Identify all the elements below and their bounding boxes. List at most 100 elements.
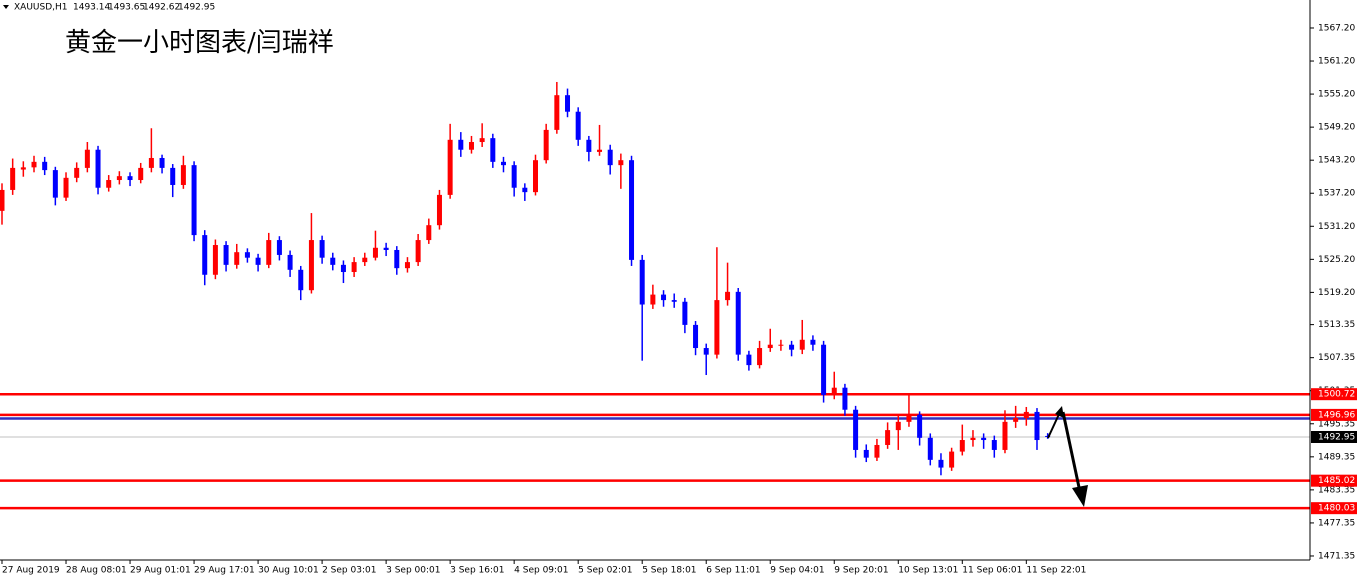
- candle-body: [159, 157, 165, 168]
- candle-body: [778, 344, 784, 346]
- candle-body: [52, 170, 58, 198]
- candle-body: [362, 257, 368, 263]
- x-tick-label: 27 Aug 2019: [2, 566, 60, 576]
- y-tick-label: 1471.35: [1318, 551, 1355, 561]
- candle-body: [1013, 417, 1019, 422]
- candle-body: [671, 300, 677, 302]
- candle-body: [127, 176, 133, 181]
- candle-body: [874, 444, 880, 458]
- y-tick-label: 1525.20: [1318, 255, 1355, 265]
- arrow-head: [1072, 485, 1088, 507]
- candle-body: [266, 240, 272, 265]
- candle-body: [74, 167, 80, 178]
- candle-body: [981, 437, 987, 441]
- candle-body: [1023, 411, 1029, 418]
- candle-body: [735, 291, 741, 355]
- candle-body: [885, 430, 891, 445]
- close: 1492.95: [178, 3, 215, 13]
- x-tick-label: 10 Sep 13:01: [898, 566, 958, 576]
- level-tag: [1311, 408, 1357, 421]
- open: 1493.14: [73, 3, 110, 13]
- level-tag: [1311, 388, 1357, 401]
- candle-body: [799, 339, 805, 350]
- candle-body: [703, 348, 709, 355]
- candle-body: [543, 129, 549, 161]
- menu-icon[interactable]: [3, 5, 9, 9]
- level-label: 1500.72: [1318, 390, 1355, 400]
- candle-body: [831, 387, 837, 395]
- level-tag: [1311, 502, 1357, 515]
- candle-body: [479, 138, 485, 143]
- candle-body: [458, 139, 464, 150]
- y-tick-label: 1495.35: [1318, 419, 1355, 429]
- candle-body: [575, 111, 581, 140]
- candle-body: [95, 149, 101, 188]
- candle-body: [138, 167, 144, 181]
- candle-body: [661, 294, 667, 301]
- x-tick-label: 5 Sep 02:01: [578, 566, 632, 576]
- candle-body: [959, 440, 965, 452]
- candle-body: [287, 254, 293, 270]
- annotations: [1047, 406, 1088, 507]
- x-tick-label: 3 Sep 00:01: [386, 566, 440, 576]
- candle-body: [372, 247, 378, 258]
- symbol: XAUUSD,H1: [14, 3, 68, 13]
- candle-body: [767, 344, 773, 349]
- candle-body: [810, 339, 816, 345]
- candle-body: [895, 421, 901, 431]
- candle-body: [255, 257, 261, 265]
- x-tick-label: 30 Aug 10:01: [258, 566, 319, 576]
- candle-body: [639, 259, 645, 305]
- arrow-down: [1061, 411, 1082, 493]
- price-label: 1492.95: [1318, 432, 1355, 442]
- candle-body: [607, 149, 613, 166]
- y-tick-label: 1531.20: [1318, 222, 1355, 232]
- candle-body: [714, 300, 720, 355]
- candle-body: [308, 240, 314, 291]
- candle-body: [682, 301, 688, 325]
- level-label: 1485.02: [1318, 476, 1355, 486]
- candle-body: [351, 262, 357, 273]
- y-tick-label: 1549.20: [1318, 123, 1355, 133]
- candle-body: [970, 437, 976, 441]
- candle-body: [511, 165, 517, 188]
- x-tick-label: 2 Sep 03:01: [322, 566, 376, 576]
- x-tick-label: 4 Sep 09:01: [514, 566, 568, 576]
- x-tick-label: 11 Sep 22:01: [1026, 566, 1086, 576]
- candle-body: [223, 245, 229, 265]
- candle-body: [938, 459, 944, 468]
- candle-body: [565, 95, 571, 112]
- candle-body: [10, 167, 16, 190]
- y-tick-label: 1561.20: [1318, 57, 1355, 67]
- candle-body: [212, 245, 218, 275]
- candle-body: [415, 240, 421, 263]
- y-tick-label: 1507.35: [1318, 353, 1355, 363]
- candle-body: [789, 344, 795, 350]
- candle-body: [202, 235, 208, 275]
- candle-body: [20, 167, 26, 170]
- candle-body: [244, 252, 250, 258]
- candle-body: [693, 324, 699, 349]
- candle-body: [42, 161, 48, 171]
- candle-body: [436, 194, 442, 226]
- chart-title: 黄金一小时图表/闫瑞祥: [65, 28, 334, 58]
- candle-body: [490, 138, 496, 162]
- candle-body: [618, 160, 624, 166]
- y-tick-label: 1483.35: [1318, 485, 1355, 495]
- x-tick-label: 29 Aug 17:01: [194, 566, 255, 576]
- candle-body: [298, 269, 304, 291]
- candle-body: [650, 294, 656, 305]
- y-tick-label: 1555.20: [1318, 90, 1355, 100]
- candle-body: [319, 240, 325, 258]
- x-tick-label: 28 Aug 08:01: [66, 566, 127, 576]
- candle-body: [597, 149, 603, 152]
- candle-body: [0, 189, 5, 211]
- candle-body: [500, 161, 506, 166]
- high: 1493.65: [108, 3, 145, 13]
- x-tick-label: 11 Sep 06:01: [962, 566, 1022, 576]
- y-tick-label: 1477.35: [1318, 518, 1355, 528]
- y-tick-label: 1513.35: [1318, 320, 1355, 330]
- candle-body: [276, 240, 282, 255]
- candle-body: [746, 354, 752, 366]
